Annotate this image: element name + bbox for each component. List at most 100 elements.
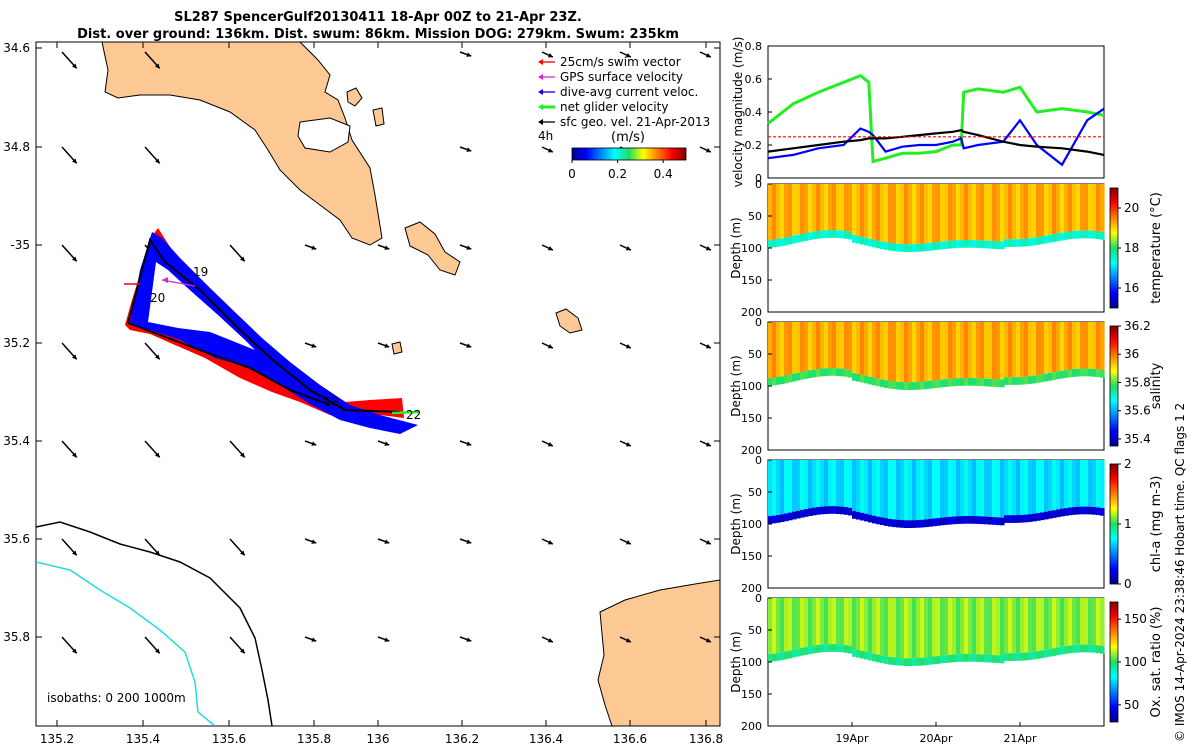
profile-column-upper bbox=[952, 322, 957, 379]
profile-column-upper bbox=[796, 322, 801, 373]
profile-column-bottom bbox=[828, 368, 833, 376]
profile-column-bottom bbox=[860, 650, 865, 659]
geo-velocity-arrowhead bbox=[705, 53, 711, 58]
profile-column-bottom bbox=[952, 378, 957, 387]
profile-column-upper bbox=[792, 460, 797, 512]
profile-column-bottom bbox=[912, 382, 917, 390]
profile-column-upper bbox=[1056, 460, 1061, 510]
profile-column-upper bbox=[960, 460, 965, 517]
profile-column-bottom bbox=[988, 516, 993, 525]
profile-column-bottom bbox=[916, 520, 921, 528]
profile-column-upper bbox=[836, 184, 841, 231]
profile-column-upper bbox=[1072, 460, 1077, 508]
profile-colorbar-tick-label: 50 bbox=[1124, 698, 1139, 712]
profile-column-bottom bbox=[936, 518, 941, 526]
profile-column-bottom bbox=[984, 516, 989, 525]
profile-colorbar bbox=[1109, 187, 1119, 309]
island-small-4 bbox=[391, 341, 403, 355]
profile-column-upper bbox=[984, 598, 989, 655]
profile-column-upper bbox=[780, 598, 785, 653]
profile-column-bottom bbox=[928, 381, 933, 389]
figure-title-line2: Dist. over ground: 136km. Dist. swum: 86… bbox=[77, 27, 679, 42]
profile-column-bottom bbox=[932, 380, 937, 389]
profile-column-upper bbox=[868, 460, 873, 515]
profile-column-bottom bbox=[888, 656, 893, 665]
profile-column-upper bbox=[800, 598, 805, 648]
profile-column-upper bbox=[1084, 184, 1089, 231]
profile-column-bottom bbox=[980, 240, 985, 249]
profile-column-upper bbox=[1080, 598, 1085, 645]
profile-column-upper bbox=[964, 598, 969, 654]
profile-column-upper bbox=[784, 322, 789, 376]
profile-column-upper bbox=[1040, 322, 1045, 375]
profile-column-bottom bbox=[852, 235, 857, 243]
legend-label: 25cm/s swim vector bbox=[560, 55, 681, 69]
profile-column-upper bbox=[900, 322, 905, 383]
profile-column-upper bbox=[824, 460, 829, 507]
profile-column-bottom bbox=[864, 651, 869, 660]
profile-column-bottom bbox=[932, 518, 937, 527]
geo-velocity-arrowhead bbox=[72, 63, 77, 69]
profile-column-bottom bbox=[1008, 239, 1013, 247]
geo-velocity-arrowhead bbox=[155, 648, 160, 654]
profile-column-bottom bbox=[1000, 379, 1005, 388]
profile-colorbar bbox=[1109, 601, 1119, 723]
profile-column-upper bbox=[1092, 322, 1097, 369]
profile-column-bottom bbox=[992, 241, 997, 249]
map-panel: 19 20 18 22 isobaths: 0 200 1000m 25cm/s… bbox=[3, 41, 723, 746]
profile-column-bottom bbox=[888, 380, 893, 389]
profile-column-bottom bbox=[920, 657, 925, 666]
profile-column-upper bbox=[804, 184, 809, 234]
island-small-2 bbox=[346, 87, 363, 107]
profile-column-bottom bbox=[948, 240, 953, 249]
profile-column-upper bbox=[924, 322, 929, 382]
profile-column-upper bbox=[812, 598, 817, 646]
profile-column-upper bbox=[1024, 460, 1029, 515]
profile-column-bottom bbox=[980, 654, 985, 663]
profile-column-bottom bbox=[928, 243, 933, 251]
profile-column-bottom bbox=[944, 517, 949, 525]
profile-column-bottom bbox=[904, 520, 909, 528]
profile-column-bottom bbox=[1040, 512, 1045, 521]
profile-column-upper bbox=[768, 184, 773, 241]
geo-velocity-arrowhead bbox=[384, 539, 390, 544]
profile-column-upper bbox=[844, 598, 849, 646]
profile-colorbar-tick-label: 35.4 bbox=[1124, 432, 1151, 446]
profile-column-upper bbox=[1100, 598, 1105, 646]
profile-column-upper bbox=[892, 184, 897, 244]
profile-column-upper bbox=[968, 322, 973, 378]
profile-column-bottom bbox=[1076, 644, 1081, 653]
profile-column-bottom bbox=[1020, 652, 1025, 661]
profile-column-bottom bbox=[1080, 506, 1085, 515]
profile-column-upper bbox=[1020, 598, 1025, 653]
profile-column-upper bbox=[908, 598, 913, 659]
profile-column-bottom bbox=[1028, 376, 1033, 384]
island-east bbox=[404, 221, 461, 276]
velocity-series-line bbox=[767, 129, 1105, 156]
profile-colorbar-tick-label: 1 bbox=[1124, 517, 1132, 531]
dive-avg-current-swath bbox=[130, 232, 418, 434]
profile-column-upper bbox=[1032, 598, 1037, 652]
profile-column-bottom bbox=[796, 234, 801, 243]
profile-colorbar-tick-label: 35.8 bbox=[1124, 375, 1151, 389]
profile-column-upper bbox=[768, 460, 773, 517]
map-xtick-label: 135.6 bbox=[212, 732, 246, 746]
profile-xtick-label: 20Apr bbox=[919, 732, 953, 745]
profile-column-upper bbox=[980, 598, 985, 655]
profile-colorbar-tick-label: 20 bbox=[1124, 201, 1139, 215]
profile-column-bottom bbox=[904, 382, 909, 390]
profile-column-bottom bbox=[968, 378, 973, 386]
profile-column-bottom bbox=[1080, 644, 1085, 653]
velocity-ytick-label: 0.6 bbox=[745, 73, 763, 86]
profile-column-upper bbox=[996, 598, 1001, 656]
profile-colorbar-tick-label: 35.6 bbox=[1124, 404, 1151, 418]
profile-column-upper bbox=[896, 598, 901, 658]
profile-column-upper bbox=[816, 460, 821, 507]
profile-column-bottom bbox=[1036, 237, 1041, 245]
profile-column-upper bbox=[772, 322, 777, 378]
profile-column-upper bbox=[1096, 184, 1101, 232]
profile-column-bottom bbox=[824, 230, 829, 238]
profile-column-bottom bbox=[896, 243, 901, 252]
profile-column-bottom bbox=[976, 654, 981, 662]
profile-column-bottom bbox=[1068, 645, 1073, 654]
